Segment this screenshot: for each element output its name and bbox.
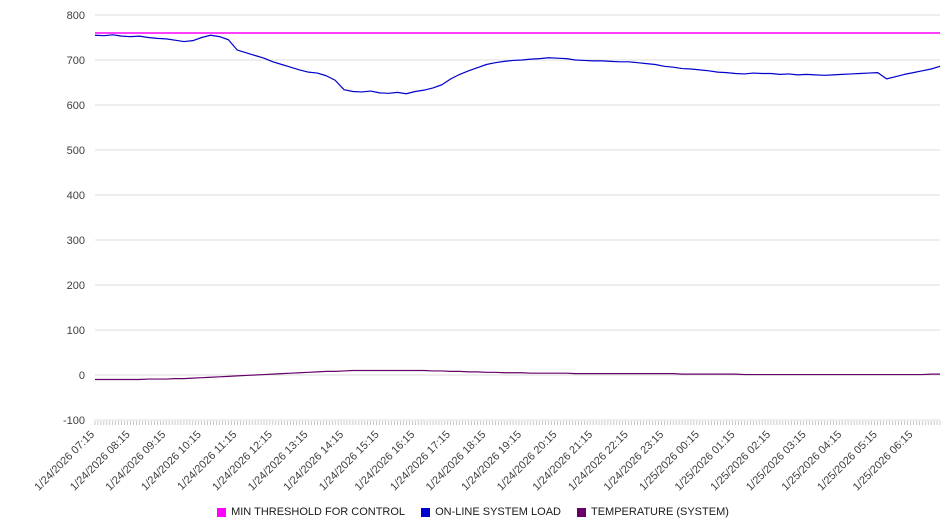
y-tick-label: 400 xyxy=(67,190,85,202)
y-tick-label: 200 xyxy=(67,280,85,292)
legend-swatch-temperature-icon xyxy=(576,507,586,517)
y-axis-labels: 800 700 600 500 400 300 200 100 0 -100 xyxy=(63,10,85,427)
x-axis-labels: 1/24/2026 07:151/24/2026 08:151/24/2026 … xyxy=(32,429,915,494)
y-tick-label: -100 xyxy=(63,415,85,427)
y-tick-label: 700 xyxy=(67,55,85,67)
legend-swatch-system-load-icon xyxy=(421,507,431,517)
line-chart: 800 700 600 500 400 300 200 100 0 -100 1/24/2026 0… xyxy=(32,10,941,494)
x-axis-minor-ticks xyxy=(94,421,941,425)
y-tick-label: 100 xyxy=(67,325,85,337)
legend-label-min-threshold: MIN THRESHOLD FOR CONTROL xyxy=(231,506,406,518)
legend-item-min-threshold: MIN THRESHOLD FOR CONTROL xyxy=(217,506,405,518)
gridlines xyxy=(95,14,940,421)
series-line-1 xyxy=(94,34,941,95)
legend-item-system-load: ON-LINE SYSTEM LOAD xyxy=(421,506,561,518)
legend-label-temperature: TEMPERATURE (SYSTEM) xyxy=(590,506,729,518)
series-line-2 xyxy=(95,369,940,381)
legend-swatch-min-threshold-icon xyxy=(217,507,227,517)
y-tick-label: 800 xyxy=(67,10,85,22)
y-tick-label: 600 xyxy=(67,100,85,112)
x-tick-label: 1/24/2026 07:15 xyxy=(32,429,97,494)
chart-legend: MIN THRESHOLD FOR CONTROL ON-LINE SYSTEM… xyxy=(0,506,946,518)
y-tick-label: 300 xyxy=(67,235,85,247)
legend-item-temperature: TEMPERATURE (SYSTEM) xyxy=(576,506,729,518)
y-tick-label: 500 xyxy=(67,145,85,157)
legend-label-system-load: ON-LINE SYSTEM LOAD xyxy=(435,506,561,518)
y-tick-label: 0 xyxy=(79,370,85,382)
